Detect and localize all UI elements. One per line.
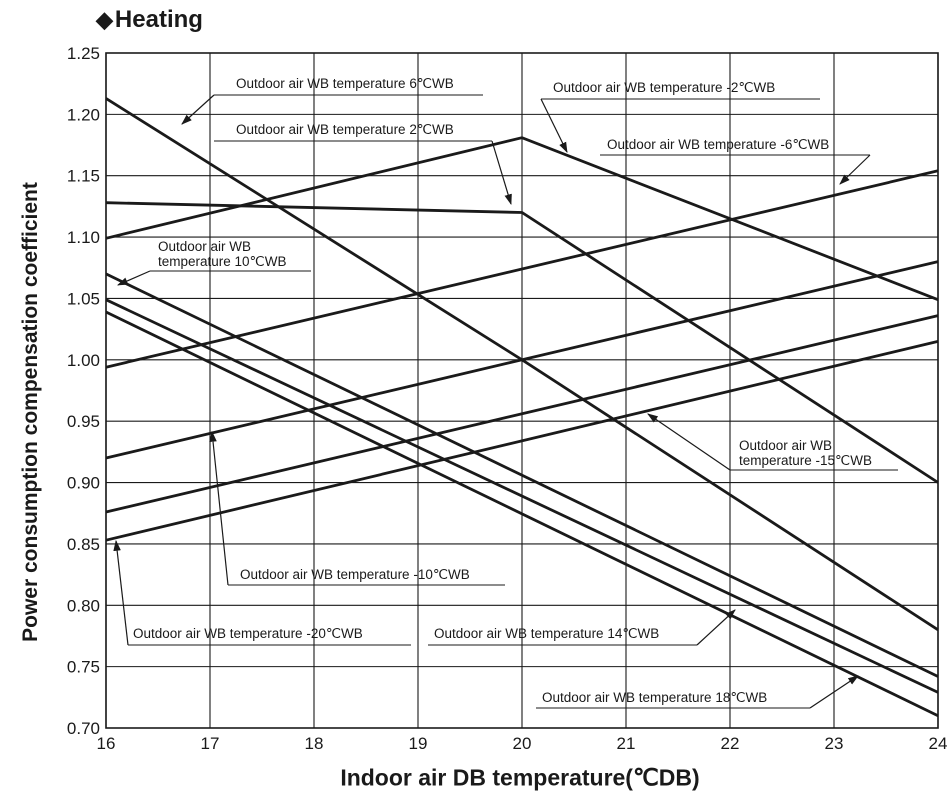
callout-arrow (839, 154, 871, 185)
x-tick-label: 18 (305, 734, 324, 753)
callout-am2: Outdoor air WB temperature -2℃WB (540, 80, 820, 153)
series-line-7 (105, 272, 939, 678)
x-tick-label: 23 (825, 734, 844, 753)
x-tick-label: 19 (409, 734, 428, 753)
callout-a14: Outdoor air WB temperature 14℃WB (428, 609, 736, 646)
callout-am10: Outdoor air WB temperature -10℃WB (209, 430, 505, 586)
y-tick-label: 0.90 (67, 474, 100, 493)
callout-label: temperature -15℃WB (739, 453, 872, 468)
callout-arrow (113, 539, 129, 646)
callout-label: Outdoor air WB temperature 2℃WB (236, 122, 454, 137)
y-tick-label: 0.70 (67, 719, 100, 738)
callout-arrow (809, 675, 859, 709)
y-tick-label: 1.05 (67, 289, 100, 308)
y-tick-label: 0.80 (67, 596, 100, 615)
callout-arrow (181, 94, 215, 125)
callout-label: Outdoor air WB temperature -2℃WB (553, 80, 775, 95)
callout-arrow (540, 98, 568, 153)
x-tick-label: 21 (617, 734, 636, 753)
callout-am6: Outdoor air WB temperature -6℃WB (600, 137, 871, 185)
y-tick-label: 1.10 (67, 228, 100, 247)
chart-title-text: Heating (114, 6, 203, 33)
callout-label: Outdoor air WB temperature -10℃WB (240, 567, 470, 582)
callout-a18: Outdoor air WB temperature 18℃WB (536, 675, 859, 709)
x-tick-label: 16 (97, 734, 116, 753)
y-tick-label: 1.00 (67, 351, 100, 370)
callout-label: Outdoor air WB (739, 438, 832, 453)
x-tick-label: 20 (513, 734, 532, 753)
callout-a6: Outdoor air WB temperature 6℃WB (181, 76, 483, 125)
y-tick-label: 0.85 (67, 535, 100, 554)
series-line-9 (105, 310, 939, 717)
plot-frame (105, 52, 939, 729)
diamond-icon: ◆ (96, 7, 113, 32)
x-tick-label: 17 (201, 734, 220, 753)
callout-label: Outdoor air WB temperature 6℃WB (236, 76, 454, 91)
x-tick-label: 22 (721, 734, 740, 753)
x-tick-label: 24 (929, 734, 948, 753)
series-line-5 (105, 314, 939, 514)
y-tick-label: 1.20 (67, 105, 100, 124)
y-tick-label: 1.15 (67, 167, 100, 186)
callout-label: Outdoor air WB temperature -20℃WB (133, 626, 363, 641)
callout-arrow (491, 140, 512, 206)
series-line-3 (105, 169, 939, 369)
callout-a2: Outdoor air WB temperature 2℃WB (214, 122, 512, 206)
callout-arrow (696, 609, 736, 646)
x-axis-label: Indoor air DB temperature(℃DB) (340, 764, 700, 791)
callout-arrow (209, 430, 229, 586)
y-tick-label: 0.95 (67, 412, 100, 431)
series-line-6 (105, 340, 939, 542)
callout-label: Outdoor air WB temperature 18℃WB (542, 690, 767, 705)
callout-am20: Outdoor air WB temperature -20℃WB (113, 539, 411, 646)
chart-title: ◆Heating (96, 6, 203, 34)
callout-label: Outdoor air WB temperature 14℃WB (434, 626, 659, 641)
callout-arrow (117, 270, 151, 286)
callout-label: Outdoor air WB (158, 239, 251, 254)
y-tick-label: 1.25 (67, 44, 100, 63)
y-tick-label: 0.75 (67, 658, 100, 677)
series-line-2 (105, 136, 939, 302)
callout-label: Outdoor air WB temperature -6℃WB (607, 137, 829, 152)
series-line-4 (105, 260, 939, 460)
series-line-8 (105, 298, 939, 694)
callout-arrow (647, 413, 731, 471)
callout-label: temperature 10℃WB (158, 254, 286, 269)
